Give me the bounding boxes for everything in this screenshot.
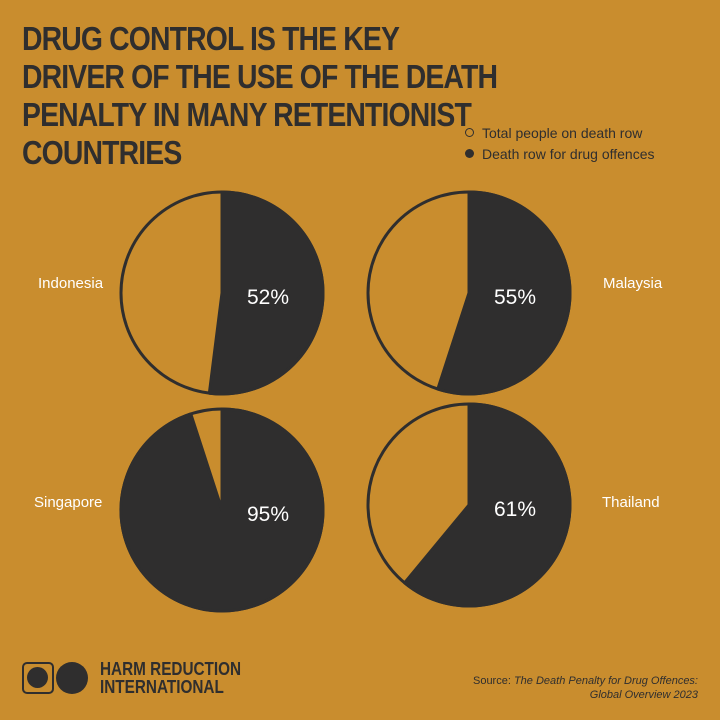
organization-name: HARM REDUCTION INTERNATIONAL: [100, 660, 245, 696]
country-label-indonesia: Indonesia: [38, 275, 104, 292]
org-name-line-2: INTERNATIONAL: [100, 677, 224, 697]
organization-logo: HARM REDUCTION INTERNATIONAL: [22, 660, 270, 696]
filled-circle-icon: [465, 149, 474, 158]
pie-slice-drug-indonesia: [207, 190, 325, 396]
org-name-line-1: HARM REDUCTION: [100, 659, 242, 679]
source-title-2: Global Overview 2023: [589, 689, 698, 701]
legend-item-total: Total people on death row: [465, 122, 655, 143]
percent-label-malaysia: 55%: [494, 286, 536, 309]
pie-slice-drug-thailand: [403, 402, 572, 608]
hollow-circle-icon: [465, 128, 474, 137]
country-label-singapore: Singapore: [34, 494, 103, 511]
source-note: Source: The Death Penalty for Drug Offen…: [473, 674, 698, 702]
legend-label-drug: Death row for drug offences: [482, 145, 655, 162]
source-prefix: Source:: [472, 675, 514, 687]
country-label-thailand: Thailand: [602, 494, 660, 511]
percent-label-singapore: 95%: [247, 503, 289, 526]
legend: Total people on death row Death row for …: [465, 122, 655, 164]
legend-item-drug: Death row for drug offences: [465, 143, 655, 164]
logo-icon: [22, 662, 88, 694]
percent-label-thailand: 61%: [494, 498, 536, 521]
source-title-1: The Death Penalty for Drug Offences:: [513, 675, 698, 687]
chart-title: DRUG CONTROL IS THE KEY DRIVER OF THE US…: [22, 20, 498, 171]
pie-slice-drug-singapore: [119, 407, 325, 613]
legend-label-total: Total people on death row: [482, 124, 643, 141]
percent-label-indonesia: 52%: [247, 286, 289, 309]
country-label-malaysia: Malaysia: [603, 275, 663, 292]
pie-slice-drug-malaysia: [436, 190, 572, 396]
